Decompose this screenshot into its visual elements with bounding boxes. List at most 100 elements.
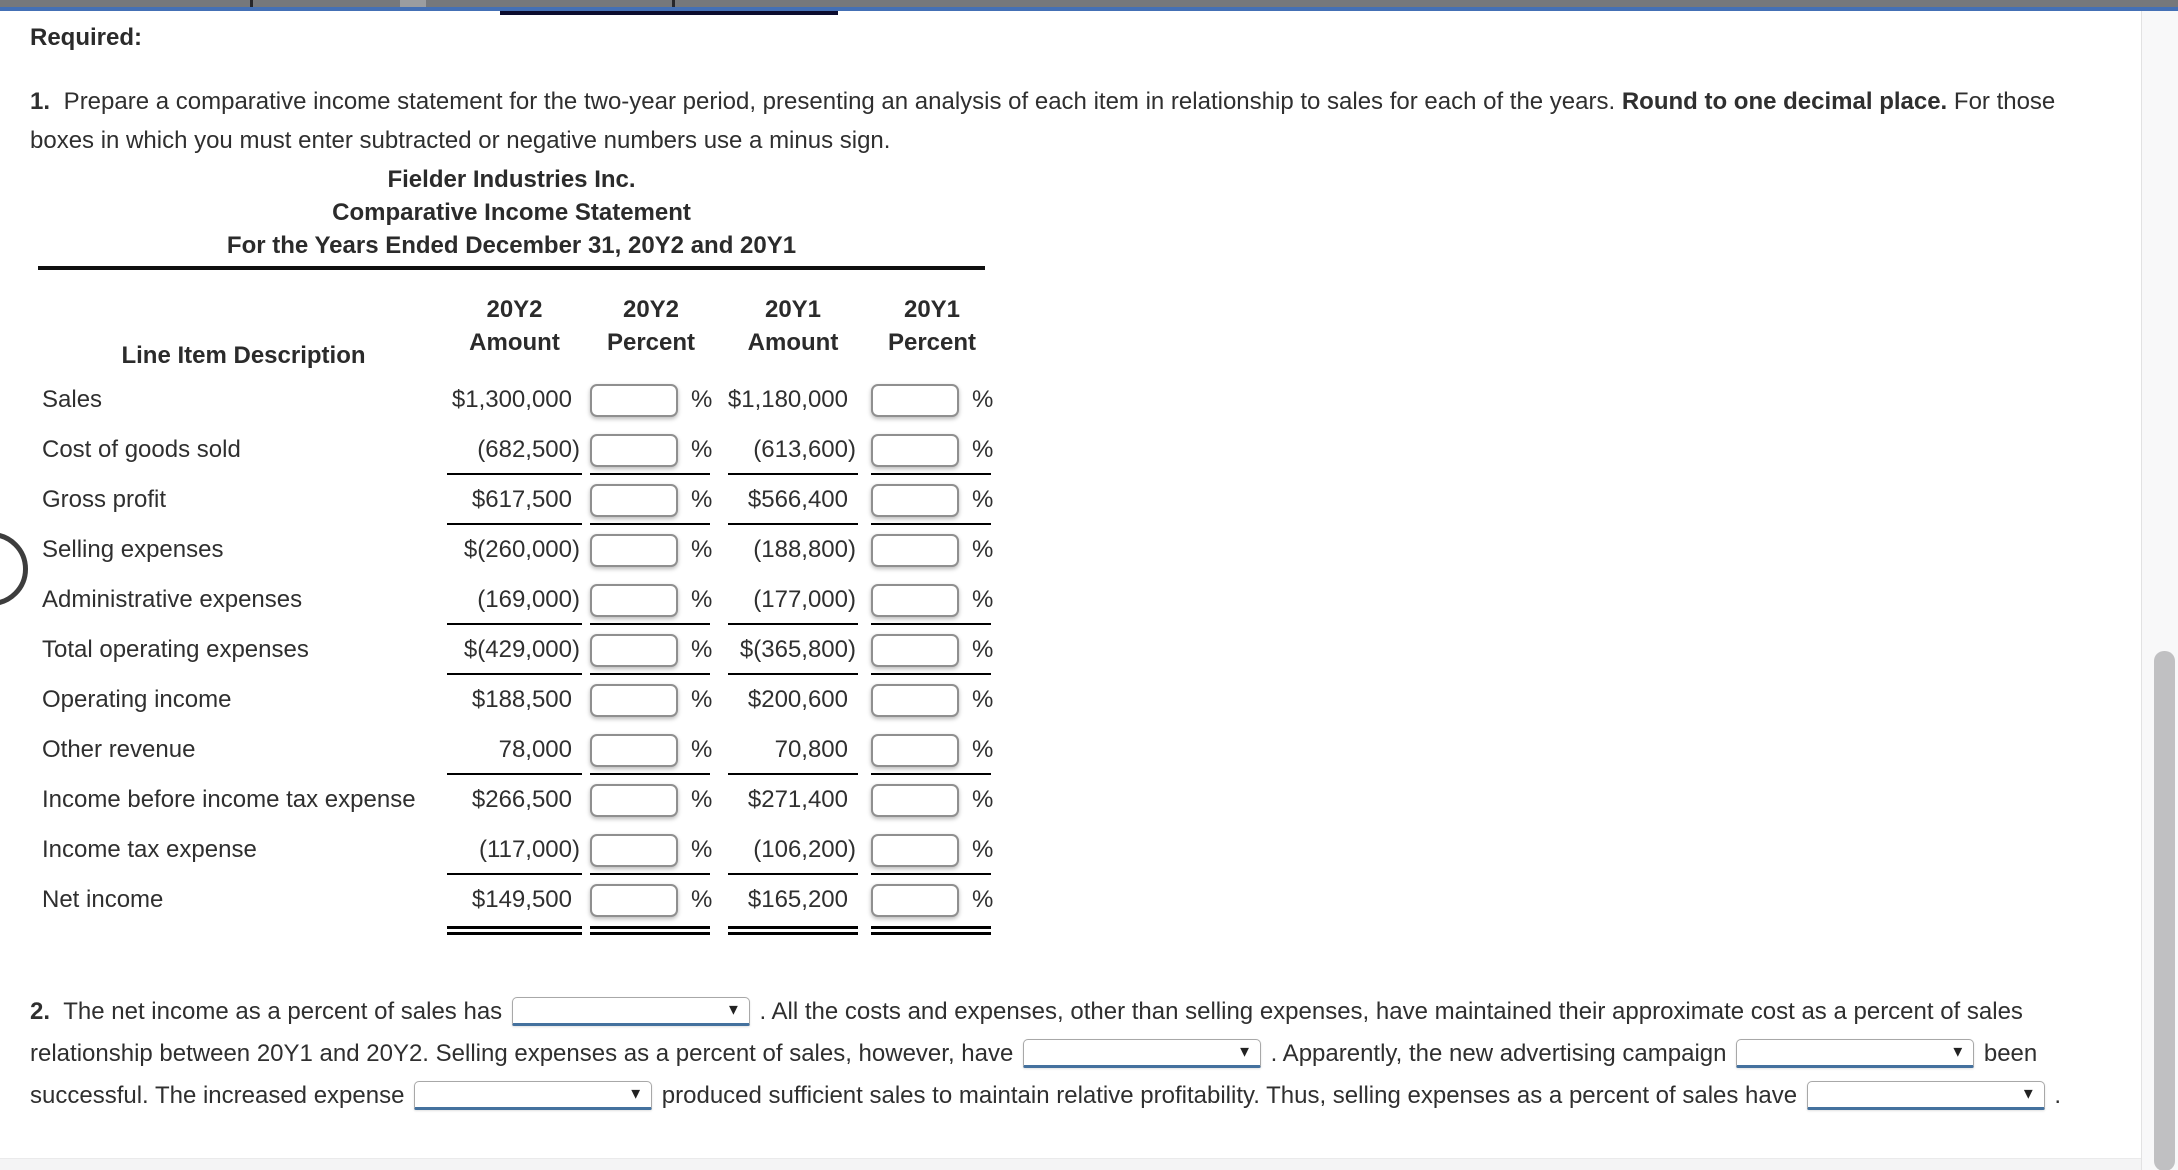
percent-input-20y2[interactable] bbox=[590, 683, 678, 717]
spacer bbox=[858, 475, 871, 525]
chrome-divider bbox=[250, 0, 253, 7]
answer-dropdown[interactable]: ▼ bbox=[414, 1081, 653, 1110]
spacer bbox=[712, 625, 728, 675]
spacer bbox=[712, 475, 728, 525]
dropdown-arrow-icon: ▼ bbox=[1950, 1043, 1966, 1061]
percent-sign: % bbox=[691, 786, 713, 813]
percent-sign: % bbox=[691, 886, 713, 913]
percent-cell-20y1: % bbox=[871, 675, 993, 725]
percent-cell-20y2: % bbox=[590, 625, 712, 675]
amount-20y1: (188,800) bbox=[753, 536, 856, 563]
text-run: Prepare a comparative income statement f… bbox=[57, 88, 1622, 115]
percent-sign: % bbox=[972, 836, 994, 863]
text-run: boxes in which you must enter subtracted… bbox=[30, 127, 891, 154]
required-heading: Required: bbox=[30, 24, 143, 51]
analysis-line-3: successful. The increased expense ▼ prod… bbox=[30, 1081, 2061, 1110]
percent-input-20y2[interactable] bbox=[590, 483, 678, 517]
percent-input-20y2[interactable] bbox=[590, 833, 678, 867]
spacer bbox=[582, 575, 590, 625]
report-title: Comparative Income Statement bbox=[332, 199, 691, 226]
percent-input-20y1[interactable] bbox=[871, 683, 959, 717]
answer-dropdown[interactable]: ▼ bbox=[511, 997, 750, 1026]
answer-dropdown[interactable]: ▼ bbox=[1023, 1039, 1261, 1068]
answer-dropdown[interactable]: ▼ bbox=[1806, 1081, 2045, 1110]
spacer bbox=[858, 725, 871, 775]
percent-input-20y2[interactable] bbox=[590, 883, 678, 917]
percent-input-20y1[interactable] bbox=[871, 483, 959, 517]
percent-cell-20y2: % bbox=[590, 775, 712, 825]
spacer bbox=[582, 775, 590, 825]
answer-dropdown[interactable]: ▼ bbox=[1736, 1039, 1975, 1068]
percent-input-20y2[interactable] bbox=[590, 783, 678, 817]
row-label: Other revenue bbox=[42, 736, 196, 763]
amount-20y2: (169,000) bbox=[447, 575, 582, 625]
percent-cell-20y2: % bbox=[590, 825, 712, 875]
percent-sign: % bbox=[691, 436, 713, 463]
percent-input-20y1[interactable] bbox=[871, 733, 959, 767]
percent-input-20y1[interactable] bbox=[871, 433, 959, 467]
instruction-line-1: 1. Prepare a comparative income statemen… bbox=[30, 88, 2055, 116]
amount-20y1: $271,400 bbox=[747, 786, 848, 813]
spacer bbox=[712, 825, 728, 875]
percent-input-20y1[interactable] bbox=[871, 783, 959, 817]
scrollbar-thumb[interactable] bbox=[2154, 651, 2175, 1170]
col-header-amount: Amount bbox=[747, 329, 839, 356]
percent-sign: % bbox=[972, 586, 994, 613]
percent-sign: % bbox=[691, 536, 713, 563]
amount-20y1: (613,600) bbox=[728, 425, 858, 475]
percent-input-20y2[interactable] bbox=[590, 583, 678, 617]
percent-input-20y1[interactable] bbox=[871, 533, 959, 567]
spacer bbox=[712, 425, 728, 475]
percent-sign: % bbox=[972, 486, 994, 513]
amount-20y1: $200,600 bbox=[747, 686, 848, 713]
footer-strip bbox=[0, 1158, 2141, 1170]
amount-20y2: (682,500) bbox=[447, 425, 582, 475]
amount-20y2: (117,000) bbox=[447, 825, 582, 875]
percent-input-20y1[interactable] bbox=[871, 383, 959, 417]
spacer bbox=[712, 326, 728, 359]
bold-text: 1. bbox=[30, 88, 51, 115]
percent-cell-20y1: % bbox=[871, 425, 993, 475]
row-label: Total operating expenses bbox=[42, 636, 309, 663]
spacer bbox=[858, 293, 871, 326]
percent-input-20y1[interactable] bbox=[871, 583, 959, 617]
analysis-line-2: relationship between 20Y1 and 20Y2. Sell… bbox=[30, 1039, 2037, 1068]
percent-input-20y2[interactable] bbox=[590, 433, 678, 467]
percent-cell-20y1: % bbox=[871, 525, 993, 575]
text-run: For those bbox=[1947, 88, 2056, 115]
percent-sign: % bbox=[691, 686, 713, 713]
percent-cell-20y2: % bbox=[590, 475, 712, 525]
percent-cell-20y1: % bbox=[871, 475, 993, 525]
percent-cell-20y1: % bbox=[871, 725, 993, 775]
amount-20y2: $266,500 bbox=[471, 786, 572, 813]
percent-sign: % bbox=[972, 736, 994, 763]
percent-input-20y2[interactable] bbox=[590, 633, 678, 667]
spacer bbox=[858, 775, 871, 825]
amount-20y2: $(429,000) bbox=[447, 625, 582, 675]
percent-input-20y1[interactable] bbox=[871, 883, 959, 917]
spacer bbox=[582, 875, 590, 925]
vertical-scrollbar[interactable] bbox=[2141, 11, 2178, 1170]
percent-input-20y1[interactable] bbox=[871, 833, 959, 867]
percent-cell-20y2: % bbox=[590, 725, 712, 775]
accent-blue-line bbox=[0, 7, 2178, 11]
table-row: Sales $1,300,000 % $1,180,000 % bbox=[40, 375, 993, 425]
percent-input-20y2[interactable] bbox=[590, 733, 678, 767]
row-label: Income before income tax expense bbox=[42, 786, 416, 813]
percent-sign: % bbox=[691, 836, 713, 863]
row-label: Cost of goods sold bbox=[42, 436, 241, 463]
percent-input-20y2[interactable] bbox=[590, 383, 678, 417]
cutoff-circle-button[interactable] bbox=[0, 532, 28, 606]
spacer bbox=[582, 675, 590, 725]
spacer bbox=[712, 775, 728, 825]
amount-20y1: $(365,800) bbox=[728, 625, 858, 675]
amount-20y1: (106,200) bbox=[728, 825, 858, 875]
amount-20y1: $566,400 bbox=[728, 475, 858, 525]
percent-input-20y2[interactable] bbox=[590, 533, 678, 567]
text-run: been bbox=[1977, 1040, 2038, 1067]
table-column-headers: 20Y2 20Y2 20Y1 20Y1 Amount Percent Amoun… bbox=[40, 293, 993, 359]
percent-input-20y1[interactable] bbox=[871, 633, 959, 667]
percent-cell-20y2: % bbox=[590, 375, 712, 425]
spacer bbox=[858, 525, 871, 575]
amount-20y1: $165,200 bbox=[728, 875, 858, 935]
